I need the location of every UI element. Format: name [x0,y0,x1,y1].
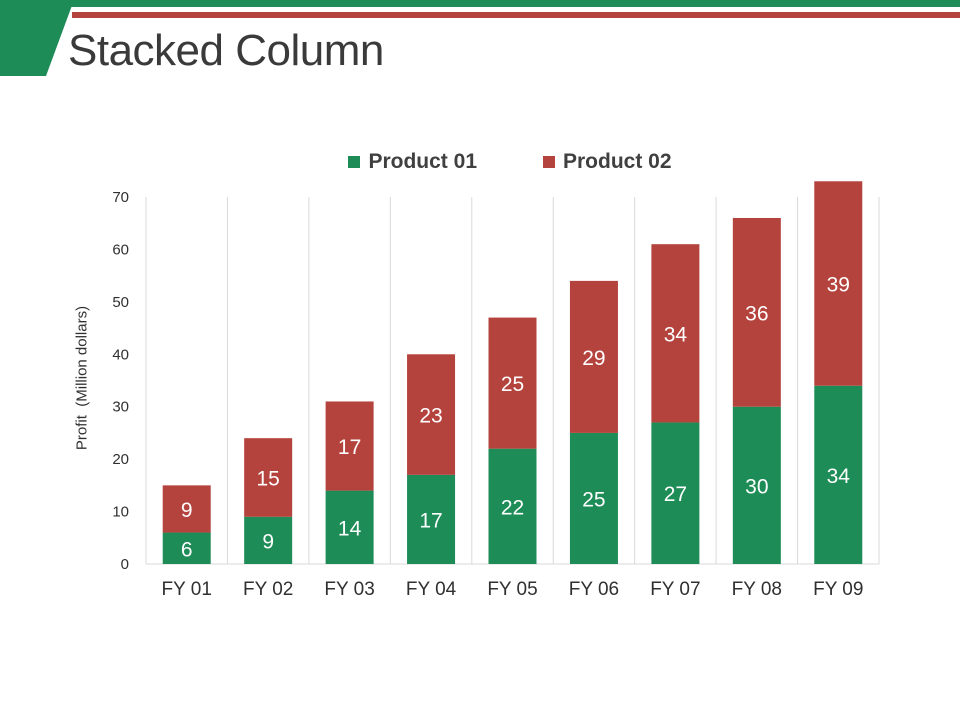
data-label: 9 [181,499,193,522]
bar-product-01 [488,448,537,564]
x-tick-label: FY 04 [406,579,457,600]
page-title: Stacked Column [68,26,384,75]
bar-product-02 [569,280,618,433]
x-tick-label: FY 03 [324,579,374,600]
bar-product-02 [651,244,700,423]
y-tick-label: 40 [112,346,129,363]
bar-product-02 [488,317,537,449]
legend-item-product-01: Product 01 [348,150,477,174]
x-tick-label: FY 09 [813,579,863,600]
y-tick-label: 30 [112,399,129,416]
data-label: 14 [338,517,362,540]
data-label: 9 [262,530,274,553]
bar-product-01 [325,490,374,564]
bar-product-01 [407,474,456,564]
bar-product-01 [732,406,781,564]
data-label: 15 [256,467,279,490]
y-tick-label: 10 [112,504,129,521]
data-label: 25 [501,373,524,396]
bar-product-02 [407,354,456,475]
x-tick-label: FY 07 [650,579,700,600]
data-label: 34 [664,323,688,346]
data-label: 22 [501,496,524,519]
bar-product-01 [162,532,211,564]
bar-product-02 [244,438,293,517]
chart-legend: Product 01 Product 02 [0,150,960,174]
bar-product-01 [244,516,293,564]
bar-product-01 [651,422,700,564]
y-tick-label: 50 [112,294,129,311]
x-tick-label: FY 08 [732,579,782,600]
data-label: 23 [419,405,442,428]
top-accent-bar-red [72,12,960,18]
top-accent-bar-green [0,0,960,7]
legend-label-product-02: Product 02 [563,150,672,173]
data-label: 36 [745,302,768,325]
data-label: 27 [664,483,687,506]
y-tick-label: 60 [112,241,129,258]
data-label: 29 [582,347,605,370]
data-label: 30 [745,475,768,498]
corner-tab-shape [0,0,74,76]
x-tick-label: FY 05 [487,579,537,600]
bar-product-02 [732,217,781,407]
legend-label-product-01: Product 01 [368,150,477,173]
y-tick-label: 70 [112,189,129,206]
y-tick-label: 0 [121,556,129,573]
data-label: 17 [419,509,442,532]
bar-product-01 [569,432,618,564]
bar-product-02 [814,181,863,386]
data-label: 17 [338,436,361,459]
data-label: 39 [827,274,850,297]
data-label: 6 [181,538,193,561]
x-tick-label: FY 01 [162,579,212,600]
bar-product-02 [325,401,374,491]
legend-swatch-product-01 [348,156,361,168]
legend-item-product-02: Product 02 [543,150,672,174]
data-label: 34 [827,465,851,488]
x-tick-label: FY 06 [569,579,619,600]
bar-product-01 [814,385,863,564]
legend-swatch-product-02 [543,156,555,168]
y-tick-label: 20 [112,451,129,468]
data-label: 25 [582,488,605,511]
x-tick-label: FY 02 [243,579,293,600]
bar-product-02 [162,485,211,533]
